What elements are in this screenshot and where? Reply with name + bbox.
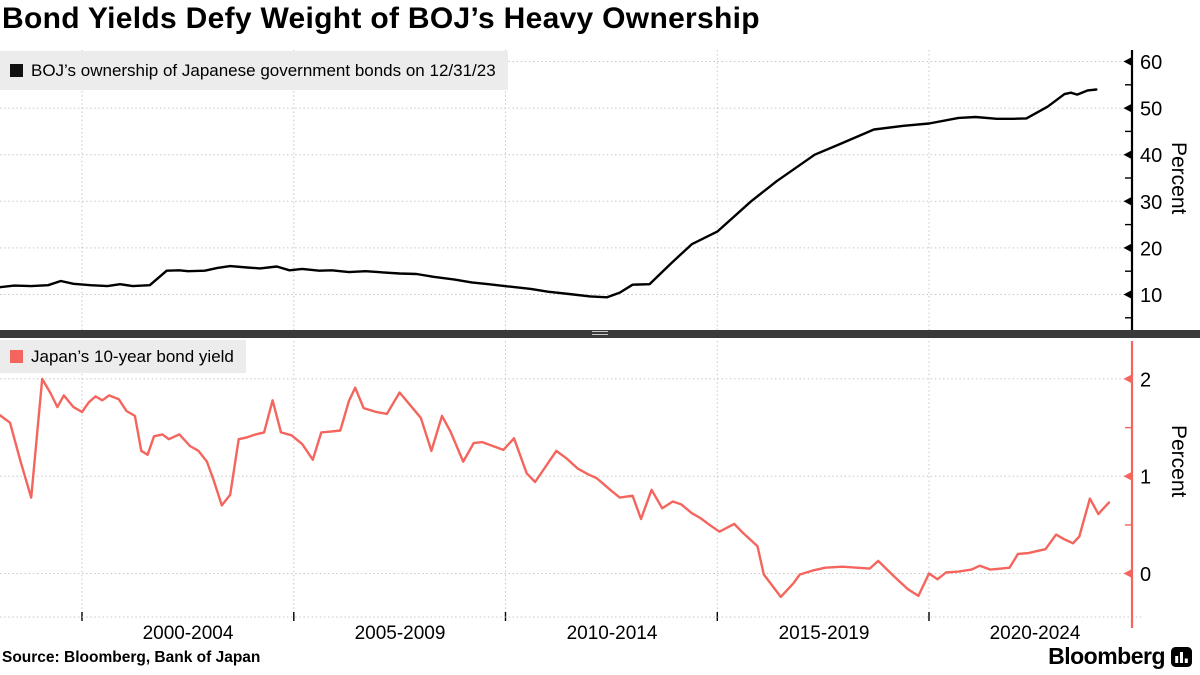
y-axis-arrow-tick <box>1123 243 1132 253</box>
y-axis-arrow-tick <box>1123 150 1132 160</box>
x-axis-label: 2010-2014 <box>566 623 658 644</box>
y-axis-tick-label: 2 <box>1140 369 1151 391</box>
y-axis-tick-label: 10 <box>1140 285 1162 307</box>
y-axis-arrow-tick <box>1123 374 1132 384</box>
bond-yield-line <box>0 377 1111 599</box>
drag-grip-icon <box>592 331 608 337</box>
y-axis-tick-label: 50 <box>1140 99 1162 121</box>
y-axis-tick-label: 60 <box>1140 52 1162 74</box>
y-axis-arrow-tick <box>1123 196 1132 206</box>
bloomberg-logo-text: Bloomberg <box>1048 643 1165 669</box>
x-axis-label: 2005-2009 <box>354 623 446 644</box>
legend-top-label: BOJ’s ownership of Japanese government b… <box>31 60 496 80</box>
legend-top: BOJ’s ownership of Japanese government b… <box>0 51 508 90</box>
source-caption: Source: Bloomberg, Bank of Japan <box>2 649 261 666</box>
boj-series-swatch-icon <box>10 64 23 77</box>
y-axis-tick-label: 1 <box>1140 467 1151 489</box>
y-axis-tick-label: 30 <box>1140 192 1162 214</box>
y-axis-arrow-tick <box>1123 569 1132 578</box>
legend-bottom: Japan’s 10-year bond yield <box>0 340 246 373</box>
bloomberg-logo: Bloomberg <box>1048 643 1192 670</box>
y-axis-tick-label: 0 <box>1140 564 1151 586</box>
bloomberg-terminal-icon <box>1171 646 1192 667</box>
y-axis-arrow-tick <box>1123 471 1132 481</box>
yield-series-swatch-icon <box>10 350 23 363</box>
legend-bottom-label: Japan’s 10-year bond yield <box>31 346 234 366</box>
y-axis-arrow-tick <box>1123 103 1132 113</box>
x-axis-label: 2015-2019 <box>778 623 870 644</box>
boj-ownership-line <box>0 88 1098 299</box>
y-axis-title-bottom: Percent <box>1167 425 1190 498</box>
y-axis-arrow-tick <box>1123 57 1132 66</box>
y-axis-title-top: Percent <box>1167 142 1190 215</box>
y-axis-tick-label: 20 <box>1140 238 1162 260</box>
x-axis-label: 2000-2004 <box>142 623 234 644</box>
x-axis-label: 2020-2024 <box>989 623 1081 644</box>
page-title: Bond Yields Defy Weight of BOJ’s Heavy O… <box>2 2 760 35</box>
panel-resize-handle[interactable] <box>0 330 1200 338</box>
y-axis-tick-label: 40 <box>1140 145 1162 167</box>
y-axis-arrow-tick <box>1123 290 1132 299</box>
